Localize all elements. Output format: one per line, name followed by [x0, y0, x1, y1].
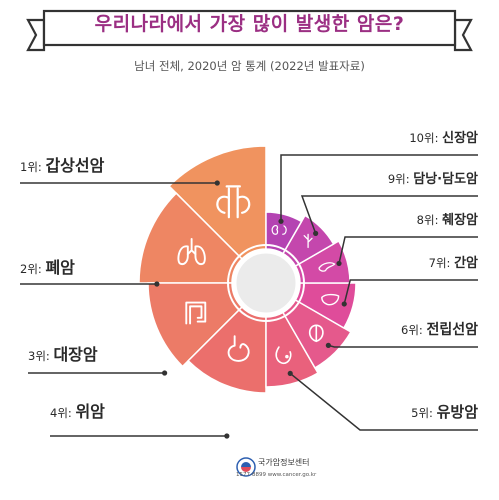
label-rank-1: 1위: 갑상선암	[20, 156, 105, 175]
rank-number: 5위:	[411, 406, 436, 420]
cancer-name: 대장암	[53, 345, 97, 364]
leader-line-rank-7	[343, 279, 478, 305]
rank-number: 2위:	[20, 262, 45, 276]
cancer-name: 간암	[454, 255, 478, 271]
sector-rank-3	[147, 282, 244, 368]
gallbladder-icon	[303, 233, 313, 249]
cancer-name: 폐암	[45, 258, 75, 277]
label-rank-7: 7위: 간암	[429, 255, 478, 271]
pancreas-icon	[318, 262, 336, 272]
leader-dot-rank-2	[154, 281, 160, 287]
rank-number: 1위:	[20, 160, 45, 174]
title-banner	[26, 9, 473, 52]
cancer-name: 위암	[75, 402, 105, 421]
sector-rank-10	[265, 211, 303, 255]
label-rank-2: 2위: 폐암	[20, 258, 75, 277]
leader-line-rank-6	[328, 344, 478, 348]
stomach-icon	[227, 335, 250, 362]
leader-dot-rank-8	[336, 260, 342, 267]
rank-number: 6위:	[401, 323, 426, 337]
leader-dot-rank-5	[287, 370, 293, 377]
label-rank-10: 10위: 신장암	[409, 130, 478, 146]
label-rank-8: 8위: 췌장암	[417, 212, 478, 228]
leader-line-rank-8	[338, 236, 478, 264]
rank-number: 4위:	[50, 406, 75, 420]
footer: 국가암정보센터 1577-8899 www.cancer.go.kr	[236, 457, 326, 487]
leader-line-rank-9	[300, 195, 478, 234]
footer-org-name: 국가암정보센터	[258, 458, 310, 467]
label-rank-9: 9위: 담낭·담도암	[388, 171, 478, 187]
page-title: 우리나라에서 가장 많이 발생한 암은?	[94, 13, 405, 35]
page-subtitle: 남녀 전체, 2020년 암 통계 (2022년 발표자료)	[134, 59, 365, 73]
leader-dot-rank-10	[278, 218, 284, 224]
liver-icon	[321, 293, 340, 306]
leader-dot-rank-1	[214, 180, 220, 186]
rank-number: 8위:	[417, 213, 442, 227]
sector-rank-5	[265, 311, 320, 388]
leader-line-rank-10	[280, 154, 478, 222]
leader-dot-rank-6	[325, 342, 331, 348]
leader-dot-rank-3	[162, 370, 168, 376]
cancer-name: 신장암	[442, 130, 478, 146]
sector-rank-7	[294, 282, 357, 330]
leader-dot-rank-4	[224, 433, 230, 439]
prostate-icon	[308, 324, 324, 343]
breast-icon	[275, 346, 292, 365]
sector-rank-2	[138, 192, 244, 284]
cancer-name: 담낭·담도암	[413, 171, 478, 187]
cancer-name: 유방암	[437, 403, 479, 421]
leader-dot-rank-7	[341, 301, 347, 307]
cancer-name: 전립선암	[426, 321, 478, 338]
thyroid-icon	[216, 185, 251, 219]
sector-rank-4	[187, 305, 267, 394]
footer-contact: 1577-8899 www.cancer.go.kr	[236, 472, 317, 478]
leader-dot-rank-9	[313, 230, 319, 236]
inner-ring	[227, 244, 305, 322]
rank-number: 10위:	[409, 131, 442, 145]
logo-icon	[236, 457, 256, 477]
label-rank-3: 3위: 대장암	[28, 345, 98, 364]
lungs-icon	[177, 237, 206, 265]
kidney-icon	[271, 224, 287, 235]
colon-icon	[185, 301, 207, 325]
rank-number: 3위:	[28, 349, 53, 363]
label-rank-4: 4위: 위암	[50, 402, 105, 421]
label-rank-5: 5위: 유방암	[411, 403, 478, 421]
label-rank-6: 6위: 전립선암	[401, 321, 478, 338]
cancer-name: 췌장암	[442, 212, 478, 228]
center-hole	[233, 250, 299, 316]
rank-number: 7위:	[429, 256, 454, 270]
rank-number: 9위:	[388, 172, 413, 186]
leader-line-rank-5	[289, 372, 478, 431]
cancer-name: 갑상선암	[45, 156, 104, 175]
